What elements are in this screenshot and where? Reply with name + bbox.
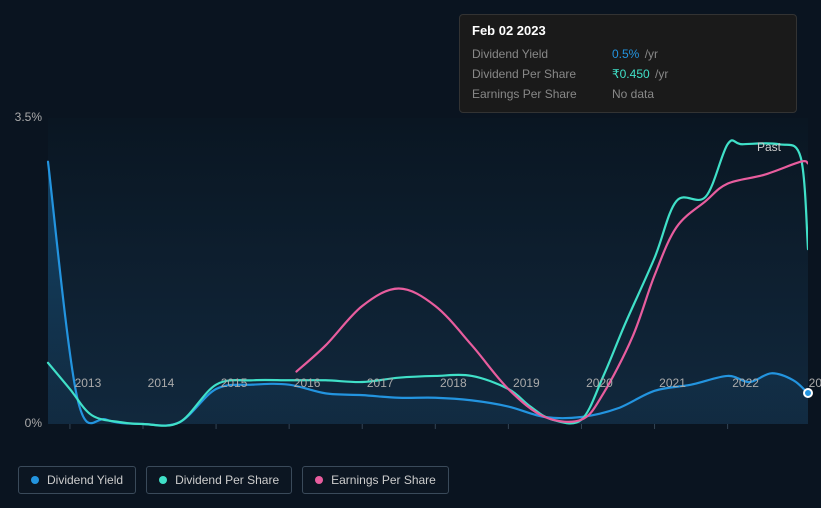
tooltip-row: Earnings Per ShareNo data xyxy=(472,84,784,104)
x-axis-label: 2016 xyxy=(294,376,321,390)
tooltip-row: Dividend Per Share₹0.450 /yr xyxy=(472,64,784,84)
tooltip-value: No data xyxy=(612,86,654,102)
tooltip-label: Earnings Per Share xyxy=(472,86,612,102)
x-axis-label: 2015 xyxy=(221,376,248,390)
legend-label: Dividend Yield xyxy=(47,473,123,487)
x-axis-label: 2018 xyxy=(440,376,467,390)
y-axis-label: 3.5% xyxy=(12,110,42,124)
legend-label: Earnings Per Share xyxy=(331,473,436,487)
y-axis-label: 0% xyxy=(12,416,42,430)
chart-container: Feb 02 2023 Dividend Yield0.5% /yrDivide… xyxy=(18,10,803,450)
legend-item[interactable]: Earnings Per Share xyxy=(302,466,449,494)
legend-dot-icon xyxy=(159,476,167,484)
x-axis-label: 2021 xyxy=(659,376,686,390)
tooltip-value: ₹0.450 /yr xyxy=(612,66,668,82)
legend-dot-icon xyxy=(31,476,39,484)
x-axis-label: 2022 xyxy=(732,376,759,390)
tooltip-value: 0.5% /yr xyxy=(612,46,658,62)
series-end-dot xyxy=(803,388,813,398)
tooltip-label: Dividend Yield xyxy=(472,46,612,62)
legend-dot-icon xyxy=(315,476,323,484)
x-axis-label: 2020 xyxy=(586,376,613,390)
legend-item[interactable]: Dividend Per Share xyxy=(146,466,292,494)
tooltip-unit: /yr xyxy=(641,47,658,61)
tooltip-panel: Feb 02 2023 Dividend Yield0.5% /yrDivide… xyxy=(459,14,797,113)
x-axis-label: 202 xyxy=(809,376,821,390)
tooltip-label: Dividend Per Share xyxy=(472,66,612,82)
x-axis-label: 2013 xyxy=(75,376,102,390)
tooltip-row: Dividend Yield0.5% /yr xyxy=(472,44,784,64)
legend: Dividend Yield Dividend Per Share Earnings… xyxy=(18,466,449,494)
legend-item[interactable]: Dividend Yield xyxy=(18,466,136,494)
x-axis-label: 2014 xyxy=(148,376,175,390)
tooltip-date: Feb 02 2023 xyxy=(472,23,784,38)
x-axis-label: 2017 xyxy=(367,376,394,390)
tooltip-unit: /yr xyxy=(652,67,669,81)
legend-label: Dividend Per Share xyxy=(175,473,279,487)
past-label: Past xyxy=(757,140,781,154)
x-axis-label: 2019 xyxy=(513,376,540,390)
